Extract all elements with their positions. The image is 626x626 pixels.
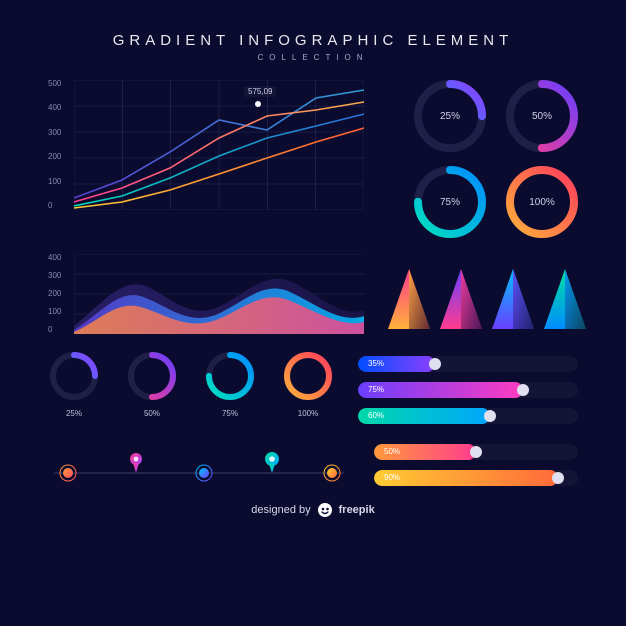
triangle-row [388,269,586,334]
level-bars: 35% 75% 60% [358,352,578,424]
freepik-icon [317,502,333,518]
donut-large-label-3: 100% [506,166,578,238]
footer-brand: freepik [339,504,375,516]
level-bar-label-0: 35% [368,356,384,372]
donut-small-label-0: 25% [48,409,100,418]
donut-large-label-0: 25% [414,80,486,152]
line-chart-tooltip: 575,09 [244,86,276,97]
donut-large-3: 100% [506,166,578,238]
donut-large-2: 75% [414,166,486,238]
footer-prefix: designed by [251,504,310,516]
level-bar-0: 35% [358,356,578,372]
donut-small-label-2: 75% [204,409,256,418]
level-bar-b-label-0: 50% [384,444,400,460]
donut-small-2: 75% [204,352,256,418]
level-bar-b-1: 90% [374,470,578,486]
donut-small-0: 25% [48,352,100,418]
donut-large-label-1: 50% [506,80,578,152]
donut-small-3: 100% [282,352,334,418]
header: GRADIENT INFOGRAPHIC ELEMENT COLLECTION [48,32,578,62]
area-chart: 4003002001000 [74,254,364,334]
line-chart: 5004003002001000 575,09 [74,80,364,210]
triangle-1 [440,269,482,334]
level-bar-label-2: 60% [368,408,384,424]
triangle-0 [388,269,430,334]
level-bar-label-1: 75% [368,382,384,398]
page-title: GRADIENT INFOGRAPHIC ELEMENT [48,32,578,49]
donut-small-label-1: 50% [126,409,178,418]
timeline [54,443,344,483]
triangle-2 [492,269,534,334]
area-chart-yaxis: 4003002001000 [48,254,61,334]
level-bar-2: 60% [358,408,578,424]
donut-large-label-2: 75% [414,166,486,238]
donut-large-0: 25% [414,80,486,152]
page-subtitle: COLLECTION [48,53,578,62]
footer-credit: designed by freepik [48,502,578,518]
donut-small-1: 50% [126,352,178,418]
level-bar-1: 75% [358,382,578,398]
triangle-3 [544,269,586,334]
donut-large-1: 50% [506,80,578,152]
level-bar-b-label-1: 90% [384,470,400,486]
donut-grid-large: 25% 50% 75% 100% [414,80,578,238]
donut-grid-small: 25% 50% 75% 100% [48,352,334,418]
donut-small-label-3: 100% [282,409,334,418]
level-bars-2: 50% 90% [374,440,578,486]
level-bar-b-0: 50% [374,444,578,460]
line-chart-yaxis: 5004003002001000 [48,80,61,210]
